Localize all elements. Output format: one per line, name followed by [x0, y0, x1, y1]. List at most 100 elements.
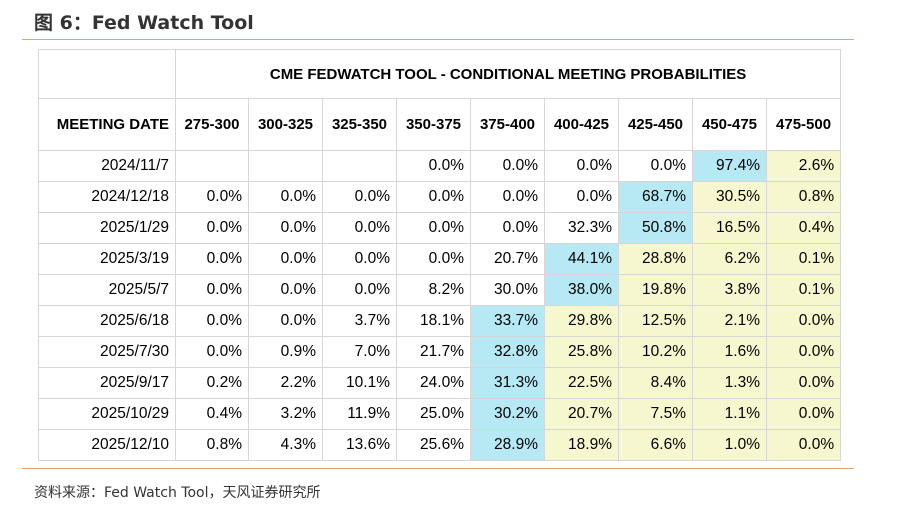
probability-cell: 0.8%: [765, 181, 842, 213]
probability-cell: 0.0%: [765, 398, 842, 430]
table-row: 2025/9/17 0.2% 2.2% 10.1% 24.0% 31.3% 22.5% 8.4…: [38, 367, 842, 399]
corner-cell: [38, 49, 176, 99]
probability-cell: 0.0%: [765, 367, 842, 399]
probability-cell: 7.0%: [322, 336, 397, 368]
probability-cell: 0.0%: [544, 150, 619, 182]
meeting-date-cell: 2025/7/30: [38, 336, 176, 368]
probability-cell: 6.2%: [692, 243, 767, 275]
table-title: CME FEDWATCH TOOL - CONDITIONAL MEETING …: [174, 49, 842, 99]
probability-cell: 0.0%: [396, 181, 471, 213]
probability-cell: 0.0%: [175, 274, 249, 306]
bottom-divider: [22, 468, 854, 469]
column-header: 350-375: [396, 98, 471, 151]
probability-cell: 30.0%: [470, 274, 545, 306]
table-row: 2025/5/7 0.0% 0.0% 0.0% 8.2% 30.0% 38.0% 19.8% 3…: [38, 274, 842, 306]
probability-cell: 1.3%: [692, 367, 767, 399]
probability-cell: 0.1%: [765, 274, 842, 306]
table-row: 2024/11/7 0.0% 0.0% 0.0% 0.0% 97.4% 2.6%: [38, 150, 842, 182]
probability-cell: 30.2%: [470, 398, 545, 430]
table-row: 2025/10/29 0.4% 3.2% 11.9% 25.0% 30.2% 20.7% 7.…: [38, 398, 842, 430]
probability-cell: 0.0%: [470, 150, 545, 182]
probability-cell: 50.8%: [618, 212, 693, 244]
probability-cell: 0.0%: [322, 274, 397, 306]
probability-cell: [322, 150, 397, 182]
probability-cell: 1.6%: [692, 336, 767, 368]
column-header: 275-300: [175, 98, 249, 151]
probability-cell: 25.0%: [396, 398, 471, 430]
table-title-row: CME FEDWATCH TOOL - CONDITIONAL MEETING …: [38, 49, 842, 99]
probability-cell: 0.0%: [322, 243, 397, 275]
table-row: 2025/7/30 0.0% 0.9% 7.0% 21.7% 32.8% 25.8% 10.2…: [38, 336, 842, 368]
meeting-date-cell: 2025/6/18: [38, 305, 176, 337]
column-header: 325-350: [322, 98, 397, 151]
probability-cell: 0.1%: [765, 243, 842, 275]
probability-cell: 30.5%: [692, 181, 767, 213]
probability-cell: 2.1%: [692, 305, 767, 337]
column-header: 300-325: [248, 98, 323, 151]
probability-cell: 16.5%: [692, 212, 767, 244]
probability-cell: 0.4%: [765, 212, 842, 244]
probability-cell: 0.0%: [248, 212, 323, 244]
probability-cell: 0.0%: [618, 150, 693, 182]
probability-cell: [175, 150, 249, 182]
probability-cell: 28.9%: [470, 429, 545, 461]
probability-cell: 6.6%: [618, 429, 693, 461]
probability-cell: 68.7%: [618, 181, 693, 213]
probability-cell: 0.0%: [765, 336, 842, 368]
column-header: 425-450: [618, 98, 693, 151]
probability-cell: 0.0%: [765, 305, 842, 337]
probability-cell: 0.0%: [396, 150, 471, 182]
meeting-date-cell: 2025/12/10: [38, 429, 176, 461]
probability-cell: 1.0%: [692, 429, 767, 461]
probability-cell: 24.0%: [396, 367, 471, 399]
probability-cell: 44.1%: [544, 243, 619, 275]
probability-cell: 0.0%: [248, 274, 323, 306]
source-note: 资料来源：Fed Watch Tool，天风证券研究所: [34, 485, 321, 501]
meeting-date-cell: 2025/1/29: [38, 212, 176, 244]
probability-cell: 0.0%: [396, 212, 471, 244]
probability-cell: 21.7%: [396, 336, 471, 368]
probability-cell: 0.0%: [175, 336, 249, 368]
probability-cell: 0.0%: [470, 212, 545, 244]
meeting-date-cell: 2025/5/7: [38, 274, 176, 306]
probability-cell: 0.8%: [175, 429, 249, 461]
probability-cell: [248, 150, 323, 182]
figure-title: 图 6：Fed Watch Tool: [34, 12, 254, 34]
column-header: 475-500: [765, 98, 842, 151]
meeting-date-header: MEETING DATE: [38, 98, 176, 151]
probability-cell: 1.1%: [692, 398, 767, 430]
probability-cell: 4.3%: [248, 429, 323, 461]
probability-cell: 0.0%: [175, 243, 249, 275]
probability-cell: 32.3%: [544, 212, 619, 244]
meeting-date-cell: 2025/3/19: [38, 243, 176, 275]
probability-cell: 0.0%: [470, 181, 545, 213]
probability-cell: 0.2%: [175, 367, 249, 399]
probability-cell: 0.0%: [765, 429, 842, 461]
probability-cell: 33.7%: [470, 305, 545, 337]
probability-cell: 3.8%: [692, 274, 767, 306]
column-header: 400-425: [544, 98, 619, 151]
probability-cell: 8.2%: [396, 274, 471, 306]
probability-cell: 0.0%: [322, 212, 397, 244]
probability-cell: 8.4%: [618, 367, 693, 399]
probability-cell: 2.6%: [765, 150, 842, 182]
probability-cell: 0.0%: [175, 181, 249, 213]
probability-cell: 31.3%: [470, 367, 545, 399]
probability-cell: 12.5%: [618, 305, 693, 337]
table-body: 2024/11/7 0.0% 0.0% 0.0% 0.0% 97.4% 2.6% 2024/1…: [38, 150, 842, 461]
probability-cell: 0.9%: [248, 336, 323, 368]
meeting-date-cell: 2024/12/18: [38, 181, 176, 213]
probability-cell: 25.8%: [544, 336, 619, 368]
probability-cell: 38.0%: [544, 274, 619, 306]
probability-cell: 0.0%: [248, 243, 323, 275]
probability-cell: 10.2%: [618, 336, 693, 368]
probability-cell: 11.9%: [322, 398, 397, 430]
meeting-date-cell: 2024/11/7: [38, 150, 176, 182]
probability-cell: 0.0%: [175, 305, 249, 337]
table-row: 2025/6/18 0.0% 0.0% 3.7% 18.1% 33.7% 29.8% 12.5…: [38, 305, 842, 337]
probability-cell: 10.1%: [322, 367, 397, 399]
probability-cell: 0.0%: [322, 181, 397, 213]
probability-cell: 18.9%: [544, 429, 619, 461]
meeting-date-cell: 2025/9/17: [38, 367, 176, 399]
probability-cell: 2.2%: [248, 367, 323, 399]
